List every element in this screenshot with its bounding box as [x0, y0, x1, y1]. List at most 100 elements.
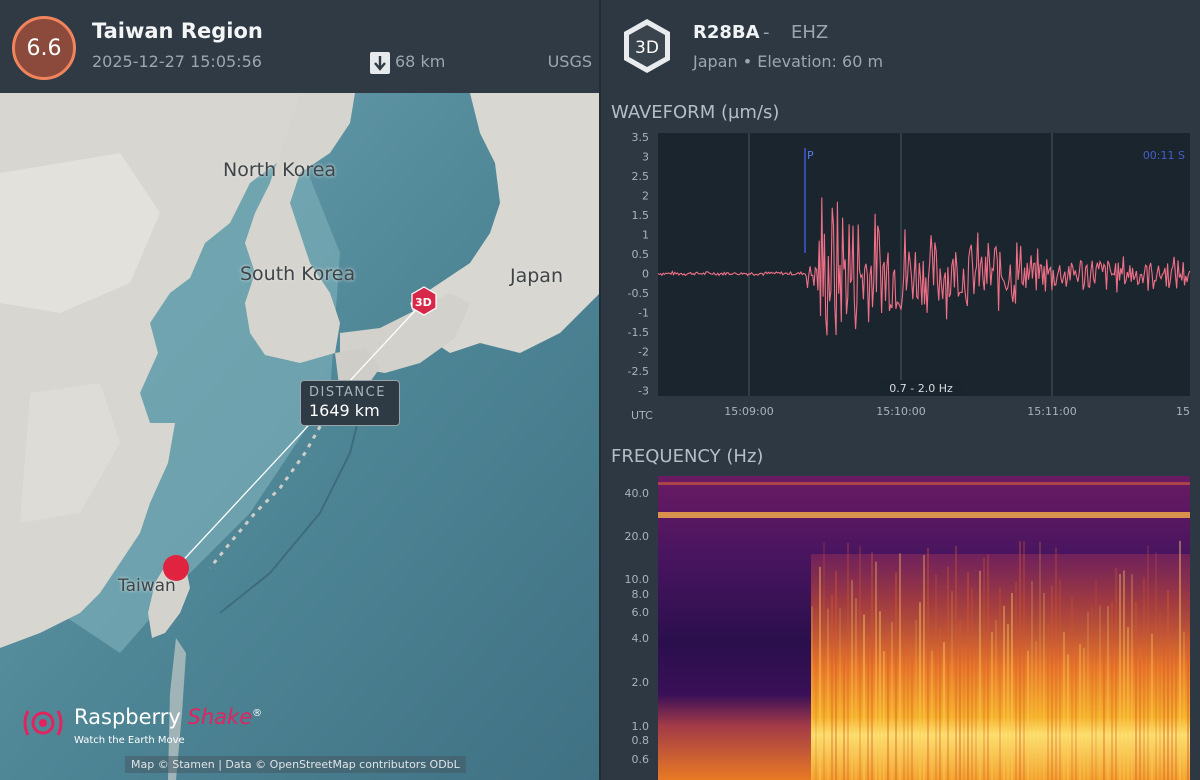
panel-divider — [599, 0, 601, 780]
spectrogram-stripe — [835, 571, 837, 780]
spectrogram-stripe — [1127, 627, 1129, 780]
spectrogram-stripe — [871, 552, 873, 780]
frequency-y-tick: 6.0 — [632, 606, 650, 619]
spectrogram-stripe — [1123, 570, 1125, 780]
waveform-y-tick: -1 — [638, 307, 649, 320]
spectrogram-stripe — [851, 580, 853, 780]
waveform-y-tick: 1 — [642, 229, 649, 242]
waveform-y-tick: 0 — [642, 268, 649, 281]
map-label-japan: Japan — [510, 265, 563, 287]
frequency-y-tick: 2.0 — [632, 676, 650, 689]
spectrogram-stripe — [923, 554, 925, 780]
station-code: R28BA — [693, 22, 760, 43]
spectrogram-stripe — [1119, 573, 1121, 780]
spectrogram-stripe — [999, 587, 1001, 780]
spectrogram-stripe — [959, 621, 961, 780]
spectrogram-stripe — [971, 588, 973, 780]
spectrogram-stripe — [899, 553, 901, 780]
spectrogram-stripe — [1027, 650, 1029, 780]
spectrogram-stripe — [883, 651, 885, 780]
spectrogram-stripe — [935, 574, 937, 780]
spectrogram-stripe — [895, 572, 897, 780]
event-panel: 6.6 Taiwan Region 2025-12-27 15:05:56 68… — [0, 16, 600, 780]
spectrogram-stripe — [907, 646, 909, 780]
spectrogram-stripe — [1171, 650, 1173, 780]
epicenter-marker[interactable] — [163, 555, 189, 581]
spectrogram-stripe — [1011, 593, 1013, 780]
spectrogram-stripe — [831, 594, 833, 780]
spectrogram-stripe — [1167, 590, 1169, 780]
spectrogram-stripe — [1071, 597, 1073, 780]
waveform-y-tick: 0.5 — [632, 248, 650, 261]
spectrogram-stripe — [1143, 577, 1145, 780]
spectrogram-noise-band-high — [658, 482, 1190, 485]
spectrogram-stripe — [1075, 650, 1077, 780]
spectrogram-stripe — [1019, 541, 1021, 780]
spectrogram-stripe — [1015, 582, 1017, 780]
spectrogram-stripe — [1131, 574, 1133, 780]
brand-name-part-2: Shake — [187, 705, 253, 729]
map-view[interactable]: North Korea South Korea Japan Taiwan 3D … — [0, 93, 600, 780]
spectrogram-stripe — [1039, 541, 1041, 780]
event-region: Taiwan Region — [92, 19, 263, 43]
spectrogram-stripe — [915, 619, 917, 780]
station-channel: EHZ — [791, 22, 829, 43]
spectrogram-stripe — [1043, 592, 1045, 780]
event-datetime: 2025-12-27 15:05:56 — [92, 52, 262, 71]
spectrogram-stripe — [955, 545, 957, 780]
spectrogram-stripe — [875, 561, 877, 780]
waveform-x-tick: 15:09:00 — [724, 405, 773, 418]
spectrogram-stripe — [1059, 579, 1061, 780]
brand-tagline: Watch the Earth Move — [74, 735, 185, 746]
spectrogram-stripe — [1139, 659, 1141, 780]
spectrogram-stripe — [919, 602, 921, 780]
spectrogram-stripe — [1023, 540, 1025, 780]
frequency-y-tick: 40.0 — [625, 487, 650, 500]
spectrogram-stripe — [903, 634, 905, 780]
spectrogram-stripe — [1183, 631, 1185, 780]
spectrogram-stripe — [823, 542, 825, 780]
spectrogram-event-energy — [811, 554, 1190, 780]
station-badge: 3D — [624, 19, 670, 73]
filter-chip — [881, 380, 961, 396]
spectrogram-chart[interactable]: 40.0 20.0 10.0 8.0 6.0 4.0 2.0 1.00.8 0.6 — [601, 474, 1200, 780]
spectrogram-stripe — [991, 632, 993, 780]
magnitude-value: 6.6 — [26, 35, 62, 61]
spectrogram-stripe — [863, 614, 865, 780]
elapsed-time: 00:11 S — [1143, 149, 1185, 162]
waveform-y-tick: -2.5 — [628, 365, 649, 378]
spectrogram-stripe — [1159, 611, 1161, 780]
station-badge-label: 3D — [635, 38, 659, 58]
spectrogram-stripe — [1115, 567, 1117, 780]
spectrogram-stripe — [1163, 640, 1165, 780]
map-terrain — [0, 93, 600, 780]
frequency-y-tick: 8.0 — [632, 588, 650, 601]
station-marker-label: 3D — [415, 296, 432, 309]
spectrogram-stripe — [1091, 606, 1093, 780]
waveform-x-tick: 15 — [1176, 405, 1190, 418]
frequency-y-tick: 20.0 — [625, 530, 650, 543]
spectrogram-stripe — [1007, 624, 1009, 780]
waveform-y-tick: 2.5 — [632, 170, 650, 183]
event-source: USGS — [547, 52, 592, 71]
spectrogram-stripe — [947, 566, 949, 780]
spectrogram-stripe — [987, 554, 989, 780]
spectrogram-stripe — [879, 611, 881, 780]
waveform-chart[interactable]: 3.5 3 2.5 2 1.5 1 0.5 0 -0.5 -1 -1.5 -2 -2.5 -3 15:09… — [601, 128, 1200, 428]
map-label-south-korea: South Korea — [240, 263, 356, 285]
spectrogram-stripe — [1135, 601, 1137, 780]
distance-title: DISTANCE — [309, 385, 386, 400]
waveform-plot-area — [658, 133, 1190, 396]
spectrogram-stripe — [1003, 605, 1005, 780]
spectrogram-stripe — [867, 633, 869, 780]
station-marker-hex[interactable] — [411, 286, 437, 316]
spectrogram-stripe — [943, 642, 945, 780]
spectrogram-stripe — [1107, 606, 1109, 780]
spectrogram-stripe — [1055, 547, 1057, 780]
brand-registered: ® — [252, 708, 263, 719]
spectrogram-stripe — [1187, 632, 1189, 780]
waveform-y-tick: -0.5 — [628, 287, 649, 300]
map-attribution[interactable]: Map © Stamen | Data © OpenStreetMap cont… — [125, 756, 466, 773]
spectrogram-stripe — [963, 646, 965, 780]
spectrogram-stripe — [1099, 605, 1101, 780]
